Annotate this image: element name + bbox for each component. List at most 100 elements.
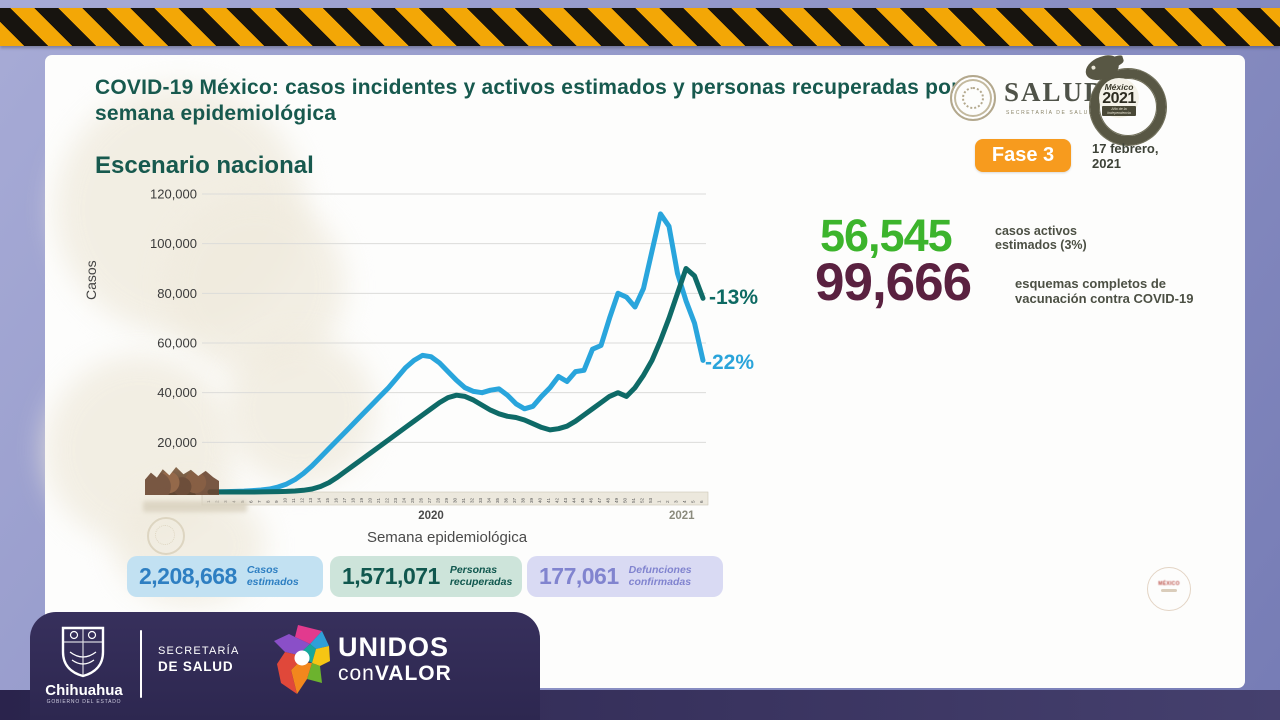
svg-text:20,000: 20,000 — [157, 435, 197, 450]
stat-label: Personas recuperadas — [449, 564, 513, 588]
stat-pill-deaths: 177,061 Defunciones confirmadas — [527, 556, 723, 597]
year-2021-text: 2021 — [1102, 90, 1136, 107]
date-label: 17 febrero, 2021 — [1092, 141, 1159, 171]
con-text: con — [338, 662, 375, 685]
svg-text:31: 31 — [461, 497, 466, 503]
svg-text:36: 36 — [504, 497, 509, 503]
stat-label: Defunciones confirmadas — [628, 564, 692, 588]
svg-text:41: 41 — [546, 497, 551, 503]
salud-subtext: SECRETARÍA DE SALUD — [1006, 110, 1095, 116]
svg-text:17: 17 — [342, 497, 347, 503]
blurred-watermark-text — [143, 501, 247, 512]
svg-text:43: 43 — [563, 497, 568, 503]
svg-text:51: 51 — [631, 497, 636, 503]
svg-text:120,000: 120,000 — [150, 187, 197, 202]
svg-text:46: 46 — [589, 497, 594, 503]
svg-text:8: 8 — [266, 500, 271, 503]
convalor-wordmark: conVALOR — [338, 662, 452, 686]
salud-seal-icon — [950, 75, 996, 121]
svg-text:2: 2 — [665, 500, 670, 503]
svg-text:14: 14 — [317, 497, 322, 503]
svg-text:53: 53 — [648, 497, 653, 503]
x-axis-title: Semana epidemiológica — [366, 529, 528, 546]
footer-panel: Chihuahua GOBIERNO DEL ESTADO SECRETARÍA… — [30, 612, 540, 720]
footer-divider — [140, 630, 142, 698]
stat-label: Casos estimados — [246, 564, 299, 588]
svg-text:2021: 2021 — [669, 510, 695, 522]
svg-text:42: 42 — [555, 497, 560, 503]
svg-text:20: 20 — [368, 497, 373, 503]
annotation-recovered-change: -13% — [709, 286, 759, 309]
svg-text:16: 16 — [334, 497, 339, 503]
content-card: COVID-19 México: casos incidentes y acti… — [45, 52, 1245, 688]
svg-text:39: 39 — [529, 497, 534, 503]
svg-text:5: 5 — [691, 500, 696, 503]
mexico-text: México — [1104, 82, 1134, 92]
svg-text:26: 26 — [419, 497, 424, 503]
svg-text:1: 1 — [657, 500, 662, 503]
vaccination-value: 99,666 — [815, 253, 972, 312]
watermark-blob — [225, 335, 375, 485]
mexico-2021-inner: México 2021 Año de la Independencia — [1099, 78, 1139, 118]
valor-text: VALOR — [374, 662, 452, 685]
svg-text:29: 29 — [444, 497, 449, 503]
svg-text:38: 38 — [521, 497, 526, 503]
svg-text:22: 22 — [385, 497, 390, 503]
svg-text:18: 18 — [351, 497, 356, 503]
svg-text:37: 37 — [512, 497, 517, 503]
svg-text:45: 45 — [580, 497, 585, 503]
secretaria-label: SECRETARÍA — [158, 645, 240, 657]
active-cases-label: casos activos estimados (3%) — [995, 224, 1087, 252]
gobierno-seal-icon: MÉXICO — [1147, 567, 1191, 611]
svg-text:100,000: 100,000 — [150, 236, 197, 251]
svg-text:32: 32 — [470, 497, 475, 503]
svg-text:15: 15 — [325, 497, 330, 503]
page-title: COVID-19 México: casos incidentes y acti… — [95, 76, 960, 125]
svg-text:44: 44 — [572, 497, 577, 503]
stat-pill-recovered: 1,571,071 Personas recuperadas — [330, 556, 522, 597]
svg-text:35: 35 — [495, 497, 500, 503]
hazard-stripe-banner — [0, 8, 1280, 46]
salud-logo: SALUD SECRETARÍA DE SALUD — [950, 73, 1130, 127]
serpent-ring-icon — [1090, 69, 1166, 145]
chihuahua-state-map-icon — [274, 625, 330, 694]
svg-text:10: 10 — [283, 497, 288, 503]
salud-wordmark: SALUD — [1004, 77, 1106, 107]
svg-text:9: 9 — [274, 500, 279, 503]
svg-text:25: 25 — [410, 497, 415, 503]
svg-text:4: 4 — [682, 500, 687, 503]
faint-seal-icon — [147, 517, 185, 555]
independencia-banner: Año de la Independencia — [1102, 106, 1136, 116]
svg-text:19: 19 — [359, 497, 364, 503]
svg-text:6: 6 — [249, 500, 254, 503]
svg-text:33: 33 — [478, 497, 483, 503]
mexico-2021-logo: México 2021 Año de la Independencia — [1082, 52, 1167, 145]
svg-text:52: 52 — [640, 497, 645, 503]
chihuahua-wordmark: Chihuahua — [45, 682, 123, 699]
stat-value: 177,061 — [539, 563, 619, 589]
svg-text:28: 28 — [436, 497, 441, 503]
svg-text:12: 12 — [300, 497, 305, 503]
svg-text:6: 6 — [699, 500, 704, 503]
stat-pill-estimated-cases: 2,208,668 Casos estimados — [127, 556, 323, 597]
svg-text:48: 48 — [606, 497, 611, 503]
gobierno-estado-label: GOBIERNO DEL ESTADO — [46, 699, 122, 705]
y-axis-title: Casos — [83, 260, 99, 300]
svg-text:47: 47 — [597, 497, 602, 503]
svg-text:2020: 2020 — [418, 510, 444, 522]
stat-value: 1,571,071 — [342, 563, 440, 589]
active-cases-value: 56,545 — [820, 210, 953, 261]
svg-text:50: 50 — [623, 497, 628, 503]
svg-text:40,000: 40,000 — [157, 385, 197, 400]
annotation-estimated-change: -22% — [705, 351, 755, 374]
svg-text:3: 3 — [674, 500, 679, 503]
svg-text:23: 23 — [393, 497, 398, 503]
unidos-wordmark: UNIDOS — [338, 632, 450, 662]
svg-text:30: 30 — [453, 497, 458, 503]
svg-text:24: 24 — [402, 497, 407, 503]
de-salud-label: DE SALUD — [158, 659, 234, 674]
chihuahua-crest-icon — [61, 626, 105, 678]
svg-text:49: 49 — [614, 497, 619, 503]
national-epidemic-line-chart: 20,00040,00060,00080,000100,000120,00012… — [150, 187, 709, 522]
